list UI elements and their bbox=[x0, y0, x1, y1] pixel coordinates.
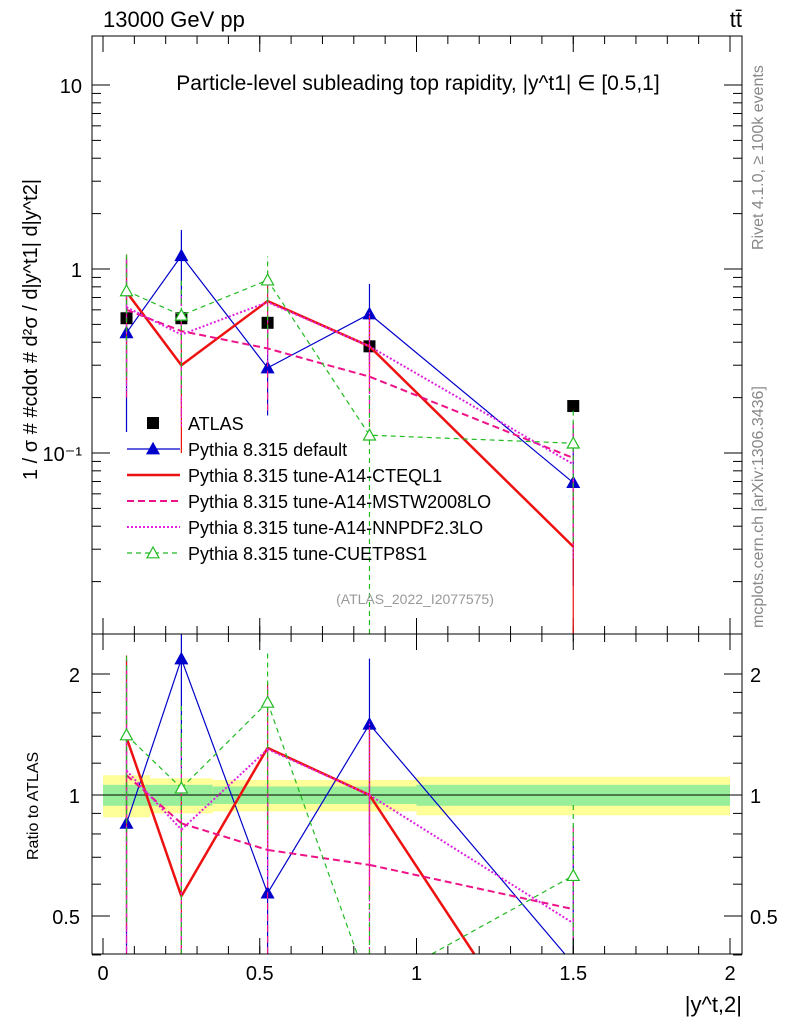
main-y-axis-label: 1 / σ # #cdot # d²σ / d|y^t1| d|y^t2| bbox=[20, 179, 42, 480]
main-panel: 10⁻¹ 1 10 Particle-level subleading top ra… bbox=[20, 35, 743, 635]
x-tick-label: 0 bbox=[97, 963, 108, 985]
legend-label: Pythia 8.315 default bbox=[188, 440, 347, 460]
ratio-axis-ticks: 0.5 0.5 1 1 2 2 0 0.5 1 1.5 2 bbox=[52, 634, 778, 985]
legend-label: ATLAS bbox=[188, 414, 244, 434]
rivet-version-label: Rivet 4.1.0, ≥ 100k events bbox=[750, 65, 767, 250]
main-data-point bbox=[260, 272, 275, 286]
main-y-tick-label: 1 bbox=[71, 260, 82, 282]
ratio-data-point bbox=[566, 868, 581, 882]
main-data-point bbox=[566, 435, 581, 449]
ratio-panel: 0.5 0.5 1 1 2 2 0 0.5 1 1.5 2 Ratio to ATLAS |y^t,… bbox=[25, 633, 778, 1017]
legend-label: Pythia 8.315 tune-A14-NNPDF2.3LO bbox=[188, 518, 483, 538]
ratio-line bbox=[125, 774, 574, 911]
legend-label: Pythia 8.315 tune-A14-CTEQL1 bbox=[188, 466, 442, 486]
ratio-data-point bbox=[119, 727, 134, 741]
ratio-uncertainty-bands bbox=[103, 775, 730, 818]
legend: ATLAS Pythia 8.315 default Pythia 8.315 tu… bbox=[127, 414, 491, 564]
x-tick-label: 2 bbox=[724, 963, 735, 985]
ratio-line bbox=[125, 658, 566, 955]
main-line bbox=[126, 308, 574, 459]
legend-label: Pythia 8.315 tune-A14-MSTW2008LO bbox=[188, 492, 491, 512]
x-axis-label: |y^t,2| bbox=[685, 992, 742, 1017]
main-y-tick-label: 10 bbox=[60, 76, 82, 98]
ratio-y-tick-label-right: 2 bbox=[750, 665, 761, 687]
main-axis-ticks: 10⁻¹ 1 10 bbox=[43, 36, 742, 634]
x-tick-label: 1.5 bbox=[559, 963, 587, 985]
legend-marker bbox=[147, 417, 159, 429]
ratio-data-point bbox=[260, 695, 275, 708]
legend-marker bbox=[145, 441, 161, 455]
legend-item-pythia-8-315-tune-a14-nnpdf2-3lo: Pythia 8.315 tune-A14-NNPDF2.3LO bbox=[127, 518, 483, 538]
main-series-pythia-8-315-tune-a14-nnpdf2-3lo bbox=[125, 259, 574, 558]
main-series-atlas bbox=[120, 312, 580, 413]
ratio-y-tick-label-left: 0.5 bbox=[52, 907, 80, 929]
ratio-y-tick-label-right: 0.5 bbox=[750, 907, 778, 929]
ratio-data-point bbox=[174, 780, 189, 794]
ratio-data-point bbox=[174, 651, 189, 665]
main-data-point bbox=[174, 248, 189, 262]
mcplots-label: mcplots.cern.ch [arXiv:1306.3436] bbox=[750, 386, 767, 628]
ratio-y-tick-label-left: 1 bbox=[69, 786, 80, 808]
ratio-series-pythia-8-315-tune-cuetp8s1 bbox=[119, 650, 581, 955]
analysis-id-label: (ATLAS_2022_I2077575) bbox=[336, 591, 494, 607]
ratio-y-tick-label-left: 2 bbox=[69, 665, 80, 687]
main-title: Particle-level subleading top rapidity, … bbox=[176, 72, 659, 95]
main-data-point bbox=[119, 283, 134, 297]
main-y-tick-label: 10⁻¹ bbox=[43, 444, 83, 466]
legend-item-pythia-8-315-tune-a14-cteql1: Pythia 8.315 tune-A14-CTEQL1 bbox=[127, 466, 442, 486]
legend-item-pythia-8-315-default: Pythia 8.315 default bbox=[127, 440, 347, 460]
ratio-line bbox=[125, 748, 574, 924]
x-tick-label: 1 bbox=[411, 963, 422, 985]
legend-item-atlas: ATLAS bbox=[147, 414, 244, 434]
ratio-line bbox=[125, 737, 476, 955]
main-series-layer bbox=[119, 229, 581, 634]
ratio-series-layer bbox=[119, 634, 581, 955]
ratio-line bbox=[126, 701, 574, 955]
energy-label: 13000 GeV pp bbox=[103, 7, 245, 32]
main-data-point bbox=[362, 427, 377, 441]
process-label: tt̄ bbox=[730, 7, 742, 32]
legend-label: Pythia 8.315 tune-CUETP8S1 bbox=[188, 544, 427, 564]
main-series-pythia-8-315-tune-cuetp8s1 bbox=[119, 253, 581, 634]
main-data-point bbox=[174, 308, 189, 321]
ratio-y-tick-label-right: 1 bbox=[750, 786, 761, 808]
legend-item-pythia-8-315-tune-a14-mstw2008lo: Pythia 8.315 tune-A14-MSTW2008LO bbox=[127, 492, 491, 512]
main-data-point bbox=[567, 400, 580, 413]
legend-marker bbox=[145, 545, 161, 559]
legend-item-pythia-8-315-tune-cuetp8s1: Pythia 8.315 tune-CUETP8S1 bbox=[127, 544, 427, 564]
ratio-y-axis-label: Ratio to ATLAS bbox=[25, 752, 42, 860]
x-tick-label: 0.5 bbox=[246, 963, 274, 985]
